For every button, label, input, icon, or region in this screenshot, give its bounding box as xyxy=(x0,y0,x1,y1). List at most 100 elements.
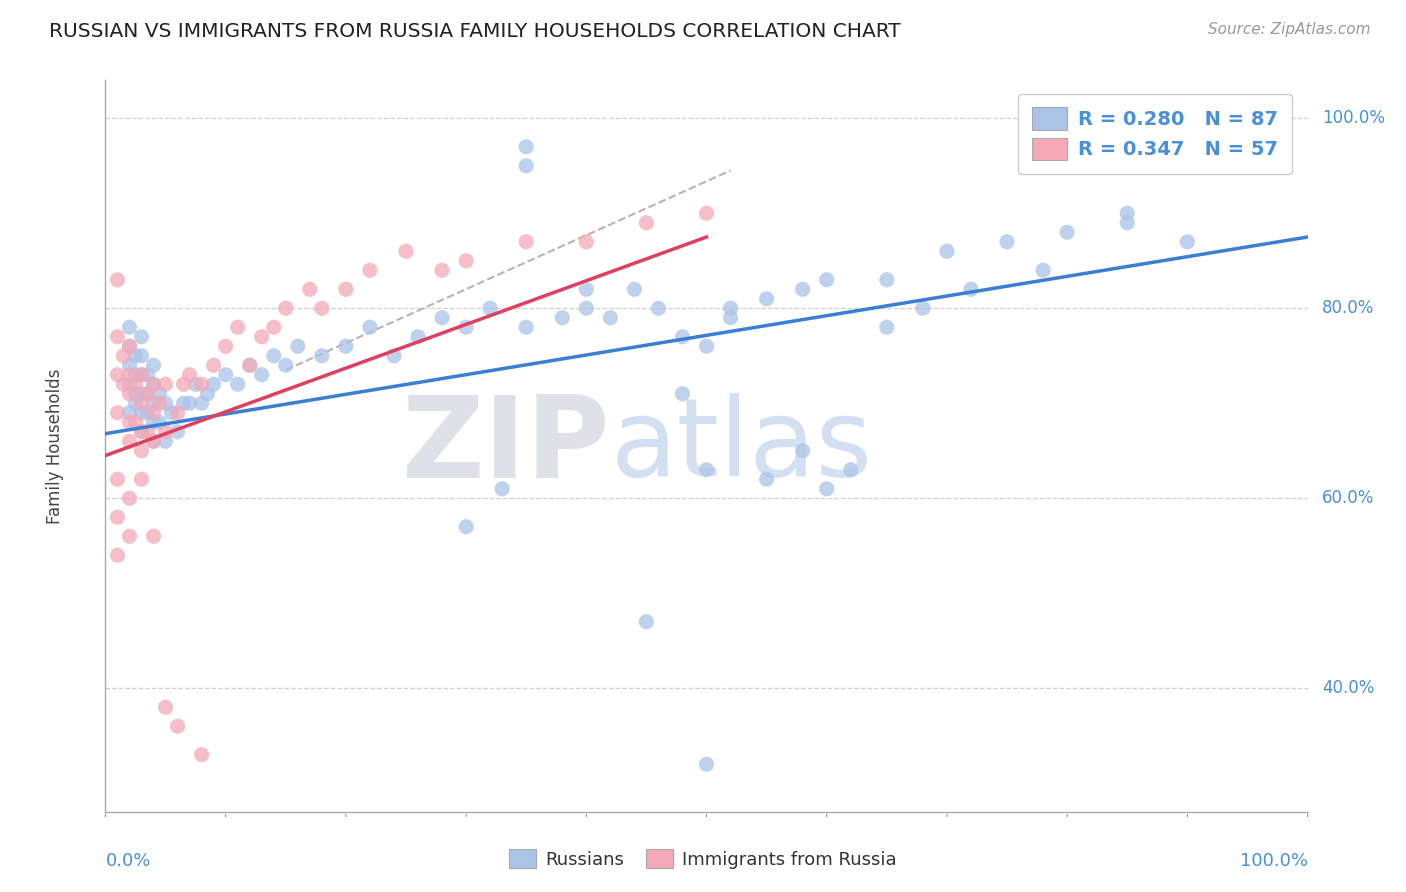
Legend: Russians, Immigrants from Russia: Russians, Immigrants from Russia xyxy=(502,842,904,876)
Text: Source: ZipAtlas.com: Source: ZipAtlas.com xyxy=(1208,22,1371,37)
Point xyxy=(1056,225,1078,239)
Point xyxy=(179,368,201,382)
Point xyxy=(406,330,429,344)
Point xyxy=(142,358,165,372)
Point xyxy=(1032,263,1054,277)
Point xyxy=(382,349,405,363)
Point xyxy=(960,282,983,296)
Point xyxy=(274,301,297,316)
Text: atlas: atlas xyxy=(610,393,872,499)
Point xyxy=(124,396,146,410)
Point xyxy=(118,434,141,449)
Text: ZIP: ZIP xyxy=(402,391,610,501)
Point xyxy=(430,310,453,325)
Text: RUSSIAN VS IMMIGRANTS FROM RUSSIA FAMILY HOUSEHOLDS CORRELATION CHART: RUSSIAN VS IMMIGRANTS FROM RUSSIA FAMILY… xyxy=(49,22,901,41)
Point xyxy=(107,368,129,382)
Point xyxy=(876,320,898,334)
Point xyxy=(755,292,778,306)
Point xyxy=(263,320,285,334)
Point xyxy=(815,482,838,496)
Point xyxy=(155,434,177,449)
Point xyxy=(551,310,574,325)
Point xyxy=(202,358,225,372)
Point xyxy=(142,396,165,410)
Point xyxy=(131,368,153,382)
Point xyxy=(430,263,453,277)
Point xyxy=(118,368,141,382)
Point xyxy=(214,368,236,382)
Point xyxy=(142,377,165,392)
Point xyxy=(118,415,141,429)
Point xyxy=(131,349,153,363)
Point xyxy=(239,358,262,372)
Point xyxy=(936,244,959,259)
Text: 60.0%: 60.0% xyxy=(1322,489,1375,508)
Point xyxy=(131,386,153,401)
Text: Family Households: Family Households xyxy=(46,368,63,524)
Point xyxy=(184,377,207,392)
Point xyxy=(173,377,195,392)
Point xyxy=(720,301,742,316)
Point xyxy=(479,301,502,316)
Point xyxy=(636,216,658,230)
Point xyxy=(118,386,141,401)
Point xyxy=(118,339,141,353)
Text: 100.0%: 100.0% xyxy=(1240,852,1308,870)
Point xyxy=(166,719,188,733)
Point xyxy=(214,339,236,353)
Point xyxy=(136,406,159,420)
Point xyxy=(142,415,165,429)
Point xyxy=(515,140,537,154)
Point xyxy=(131,330,153,344)
Point xyxy=(815,273,838,287)
Point xyxy=(118,377,141,392)
Point xyxy=(671,330,693,344)
Point xyxy=(599,310,621,325)
Text: 0.0%: 0.0% xyxy=(105,852,150,870)
Point xyxy=(696,206,718,220)
Point xyxy=(136,425,159,439)
Point xyxy=(190,747,212,762)
Point xyxy=(155,396,177,410)
Point xyxy=(155,700,177,714)
Point xyxy=(359,320,381,334)
Point xyxy=(647,301,669,316)
Point xyxy=(623,282,645,296)
Point xyxy=(142,529,165,543)
Point xyxy=(118,491,141,506)
Point xyxy=(131,368,153,382)
Point xyxy=(515,235,537,249)
Point xyxy=(124,415,146,429)
Point xyxy=(359,263,381,277)
Point xyxy=(190,377,212,392)
Point xyxy=(107,548,129,562)
Text: 40.0%: 40.0% xyxy=(1322,679,1375,698)
Point xyxy=(263,349,285,363)
Point xyxy=(696,463,718,477)
Point xyxy=(575,235,598,249)
Point xyxy=(696,757,718,772)
Point xyxy=(755,472,778,486)
Point xyxy=(696,339,718,353)
Point xyxy=(515,320,537,334)
Point xyxy=(671,386,693,401)
Point xyxy=(118,529,141,543)
Point xyxy=(250,368,273,382)
Point xyxy=(239,358,262,372)
Point xyxy=(636,615,658,629)
Point xyxy=(250,330,273,344)
Point xyxy=(124,349,146,363)
Point xyxy=(131,425,153,439)
Point xyxy=(142,434,165,449)
Point xyxy=(124,377,146,392)
Point xyxy=(118,339,141,353)
Point xyxy=(160,406,183,420)
Point xyxy=(911,301,934,316)
Point xyxy=(792,282,814,296)
Point xyxy=(792,443,814,458)
Point xyxy=(454,320,477,334)
Point xyxy=(107,406,129,420)
Point xyxy=(118,406,141,420)
Point xyxy=(131,396,153,410)
Point xyxy=(335,282,357,296)
